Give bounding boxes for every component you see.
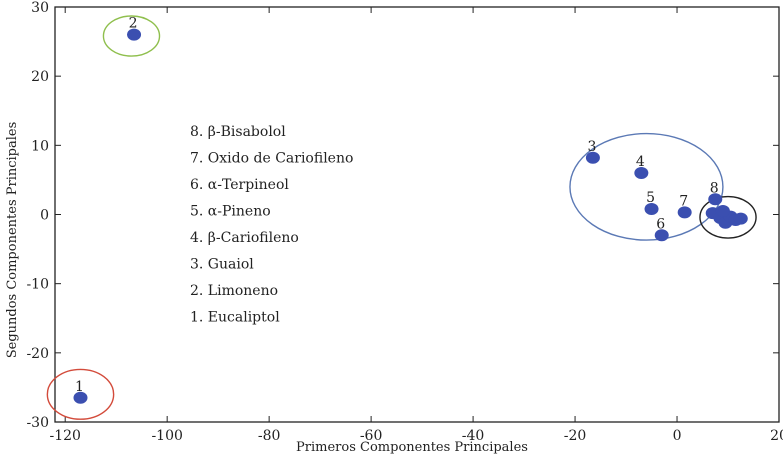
legend-entry: 1. Eucaliptol	[190, 310, 280, 326]
data-point	[644, 202, 659, 215]
x-tick-label: 0	[673, 428, 682, 444]
data-point	[733, 212, 748, 225]
x-tick-label: -20	[564, 428, 587, 444]
data-point	[708, 193, 723, 206]
data-point	[677, 206, 692, 219]
cluster-ellipses	[46, 15, 757, 420]
data-point	[127, 28, 142, 41]
data-point	[634, 167, 649, 179]
legend-entry: 2. Limoneno	[190, 283, 278, 299]
point-label: 8	[710, 180, 719, 196]
legend-entry: 7. Oxido de Cariofileno	[190, 151, 353, 167]
y-ticks: -30 -20 -10 0 10 20 30	[26, 0, 779, 431]
point-label: 6	[656, 216, 665, 232]
x-tick-label: -40	[462, 428, 485, 444]
x-tick-label: -120	[49, 428, 80, 444]
y-tick-label: -20	[26, 346, 49, 362]
legend: 8. β-Bisabolol 7. Oxido de Cariofileno 6. …	[190, 124, 353, 326]
legend-entry: 8. β-Bisabolol	[190, 124, 286, 140]
y-axis-label: Segundos Componentes Principales	[5, 122, 20, 359]
y-tick-label: 30	[31, 0, 49, 16]
cluster-ellipse	[102, 15, 161, 57]
x-tick-label: -60	[360, 428, 383, 444]
y-tick-label: 20	[31, 69, 49, 85]
legend-entry: 6. α-Terpineol	[190, 177, 289, 193]
data-points: 1 2 3 4 567 8	[73, 16, 748, 404]
point-label: 5	[646, 190, 655, 206]
legend-entry: 4. β-Cariofileno	[190, 230, 299, 246]
y-tick-label: -30	[26, 415, 49, 431]
cluster-ellipse	[699, 195, 757, 239]
x-ticks: -120 -100 -80 -60 -40 -20 0 20	[49, 7, 783, 444]
point-label: 1	[75, 379, 84, 395]
plot-frame	[54, 6, 780, 423]
y-tick-label: 10	[31, 138, 49, 154]
point-label: 3	[587, 139, 596, 155]
data-point	[654, 229, 669, 242]
data-point	[715, 205, 730, 218]
point-label: 4	[636, 154, 645, 170]
data-point	[73, 391, 88, 404]
x-tick-label: -100	[151, 428, 182, 444]
x-tick-label: 20	[770, 428, 783, 444]
point-label: 2	[129, 16, 138, 32]
y-tick-label: -10	[26, 277, 49, 293]
x-axis-label: Primeros Componentes Principales	[296, 440, 528, 455]
cluster-ellipse	[46, 368, 115, 420]
point-label: 7	[679, 193, 688, 209]
legend-entry: 3. Guaiol	[190, 257, 254, 273]
data-point	[585, 151, 600, 164]
legend-entry: 5. α-Pineno	[190, 204, 271, 220]
y-tick-label: 0	[40, 208, 49, 224]
cluster-ellipse	[569, 132, 724, 241]
x-tick-label: -80	[258, 428, 281, 444]
plot-axes	[54, 6, 780, 423]
